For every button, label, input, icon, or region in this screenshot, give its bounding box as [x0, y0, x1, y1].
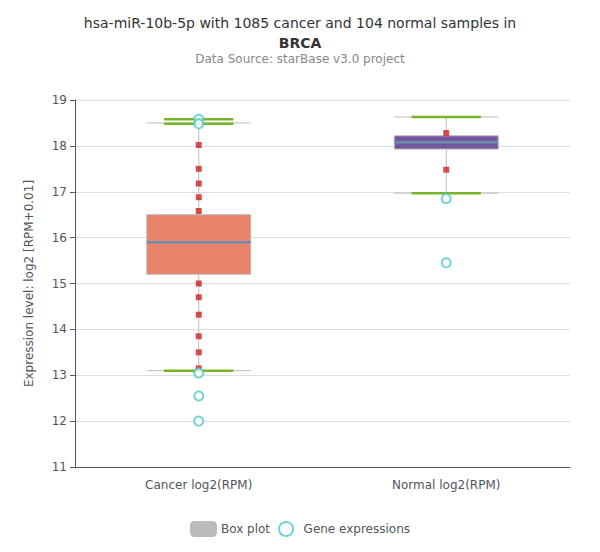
svg-text:19: 19	[52, 93, 67, 107]
svg-text:hsa-miR-10b-5p with 1085 cance: hsa-miR-10b-5p with 1085 cancer and 104 …	[84, 15, 516, 31]
svg-text:Expression level: log2 [RPM+0.: Expression level: log2 [RPM+0.01]	[22, 180, 36, 387]
svg-text:16: 16	[52, 231, 67, 245]
svg-text:12: 12	[52, 414, 67, 428]
svg-text:13: 13	[52, 368, 67, 382]
svg-text:Data Source: starBase v3.0 pro: Data Source: starBase v3.0 project	[195, 52, 405, 66]
svg-text:Normal log2(RPM): Normal log2(RPM)	[392, 478, 500, 492]
svg-text:Box plot: Box plot	[221, 522, 270, 536]
svg-text:11: 11	[52, 460, 67, 474]
svg-text:Gene expressions: Gene expressions	[304, 522, 410, 536]
svg-text:15: 15	[52, 277, 67, 291]
svg-text:BRCA: BRCA	[279, 35, 322, 51]
svg-text:17: 17	[52, 185, 67, 199]
svg-text:Cancer log2(RPM): Cancer log2(RPM)	[145, 478, 252, 492]
svg-text:18: 18	[52, 139, 67, 153]
svg-text:14: 14	[52, 322, 67, 336]
